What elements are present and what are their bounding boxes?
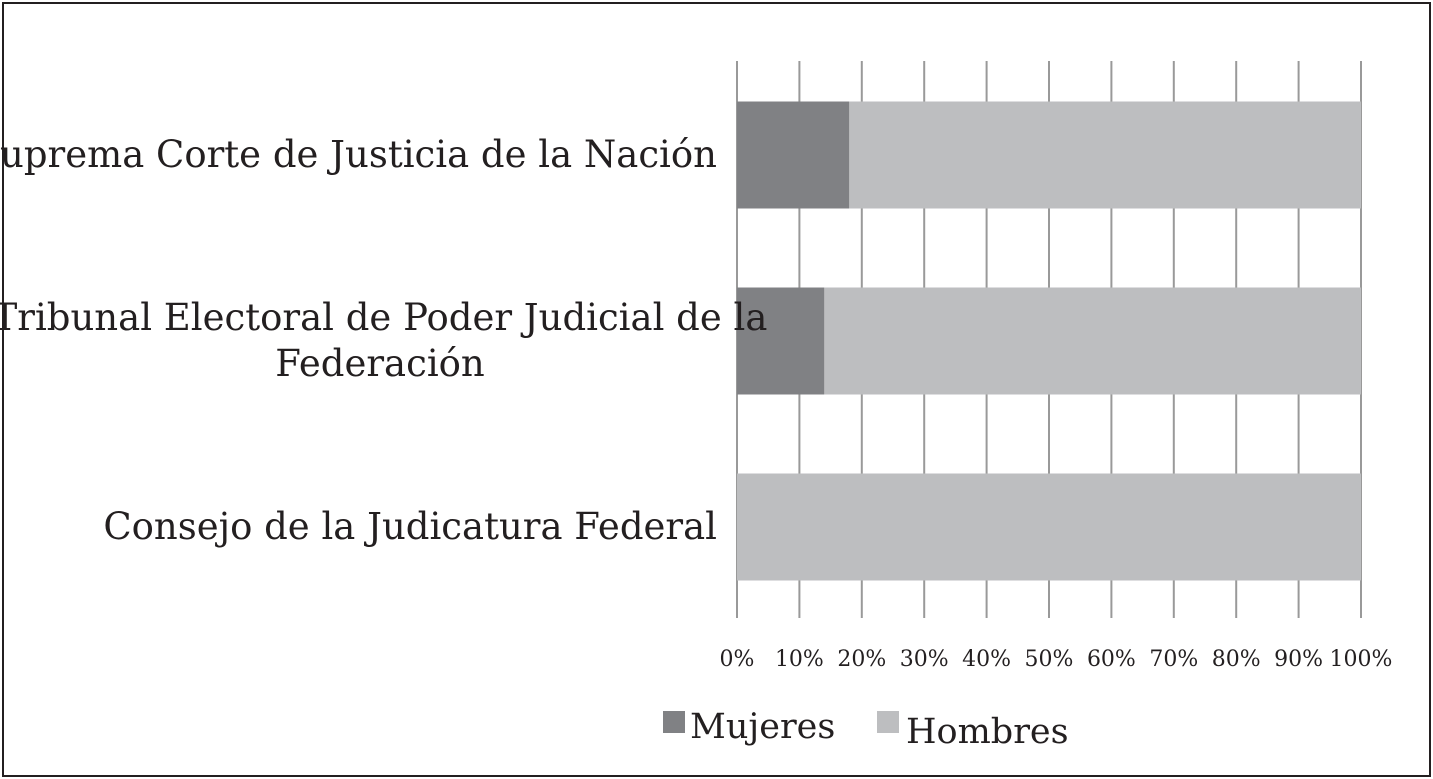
category-label: Tribunal Electoral de Poder Judicial de …: [0, 296, 767, 385]
category-label: Consejo de la Judicatura Federal: [103, 505, 717, 548]
legend-label-hombres: Hombres: [906, 712, 1069, 752]
x-tick-label: 80%: [1212, 647, 1261, 672]
x-tick-label: 50%: [1025, 647, 1074, 672]
legend-label-mujeres: Mujeres: [690, 707, 835, 747]
category-label-line: Federación: [275, 342, 485, 385]
legend-swatch-hombres: [877, 711, 899, 733]
category-label: Suprema Corte de Justicia de la Nación: [0, 133, 717, 176]
x-tick-label: 40%: [962, 647, 1011, 672]
bar-segment-hombres: [737, 473, 1361, 581]
category-label-line: Tribunal Electoral de Poder Judicial de …: [0, 296, 767, 339]
x-tick-labels: 0% 10% 20% 30% 40% 50% 60% 70% 80% 90% 100%: [720, 647, 1393, 672]
bar-segment-hombres: [849, 101, 1361, 209]
category-labels: Suprema Corte de Justicia de la Nación Tr…: [0, 133, 767, 548]
x-tick-label: 100%: [1330, 647, 1393, 672]
x-tick-label: 30%: [900, 647, 949, 672]
x-tick-label: 60%: [1087, 647, 1136, 672]
bar-segment-hombres: [824, 287, 1361, 395]
bars: [737, 101, 1361, 581]
legend: Mujeres Hombres: [663, 707, 1069, 752]
x-tick-label: 70%: [1149, 647, 1198, 672]
x-tick-label: 10%: [775, 647, 824, 672]
bar-segment-mujeres: [737, 287, 825, 395]
bar-segment-mujeres: [737, 101, 850, 209]
x-tick-label: 20%: [837, 647, 886, 672]
x-tick-label: 90%: [1274, 647, 1323, 672]
legend-swatch-mujeres: [663, 711, 685, 733]
x-tick-label: 0%: [720, 647, 755, 672]
